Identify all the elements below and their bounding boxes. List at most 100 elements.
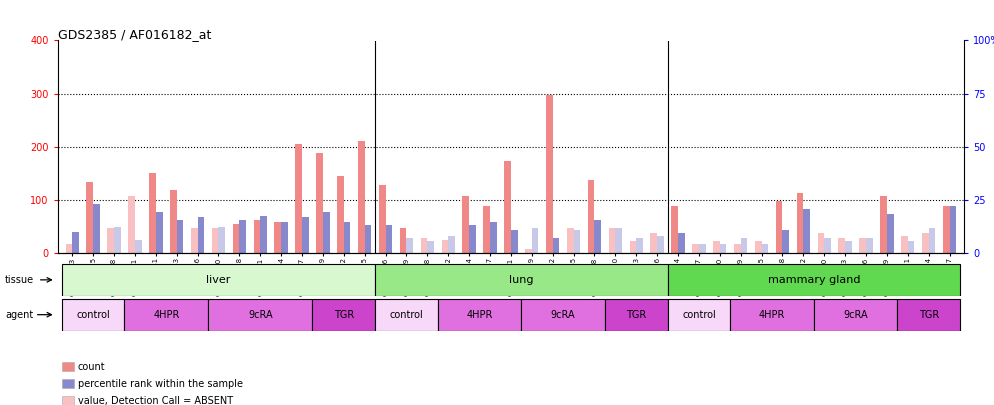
Bar: [114, 226, 120, 253]
Bar: [949, 207, 956, 253]
Bar: [902, 236, 908, 253]
Bar: [198, 217, 205, 253]
Bar: [177, 220, 184, 253]
Text: mammary gland: mammary gland: [767, 275, 860, 285]
Bar: [775, 201, 782, 253]
Bar: [170, 190, 177, 253]
Bar: [713, 241, 720, 253]
Bar: [253, 220, 260, 253]
Bar: [922, 233, 928, 253]
Bar: [866, 238, 873, 253]
Bar: [427, 241, 434, 253]
Bar: [605, 299, 668, 330]
Bar: [365, 225, 372, 253]
Bar: [295, 144, 302, 253]
Bar: [928, 228, 935, 253]
Bar: [574, 230, 580, 253]
Bar: [149, 173, 156, 253]
Bar: [504, 161, 511, 253]
Bar: [532, 228, 539, 253]
Bar: [358, 141, 365, 253]
Text: tissue: tissue: [5, 275, 34, 285]
Bar: [128, 196, 135, 253]
Bar: [817, 233, 824, 253]
Bar: [898, 299, 960, 330]
Bar: [761, 243, 768, 253]
Text: 4HPR: 4HPR: [153, 310, 180, 320]
Text: control: control: [77, 310, 110, 320]
Bar: [191, 228, 198, 253]
Bar: [490, 222, 497, 253]
Bar: [375, 299, 437, 330]
Bar: [156, 212, 162, 253]
Bar: [754, 241, 761, 253]
Text: TGR: TGR: [626, 310, 646, 320]
Bar: [692, 243, 699, 253]
Text: 9cRA: 9cRA: [551, 310, 576, 320]
Bar: [668, 299, 731, 330]
Bar: [407, 238, 414, 253]
Bar: [437, 299, 522, 330]
Bar: [208, 299, 312, 330]
Bar: [312, 299, 375, 330]
Bar: [731, 299, 814, 330]
Text: lung: lung: [509, 275, 534, 285]
Text: 4HPR: 4HPR: [466, 310, 493, 320]
Bar: [302, 217, 309, 253]
Text: percentile rank within the sample: percentile rank within the sample: [78, 379, 243, 388]
Bar: [608, 228, 615, 253]
Bar: [375, 264, 668, 296]
Bar: [448, 236, 455, 253]
Bar: [469, 225, 476, 253]
Bar: [678, 233, 685, 253]
Bar: [881, 196, 887, 253]
Bar: [240, 220, 247, 253]
Bar: [93, 204, 99, 253]
Bar: [824, 238, 831, 253]
Bar: [66, 243, 73, 253]
Text: TGR: TGR: [918, 310, 938, 320]
Bar: [699, 243, 706, 253]
Bar: [62, 264, 375, 296]
Bar: [650, 233, 657, 253]
Bar: [657, 236, 664, 253]
Bar: [814, 299, 898, 330]
Bar: [567, 228, 574, 253]
Bar: [525, 249, 532, 253]
Bar: [379, 185, 386, 253]
Bar: [943, 207, 949, 253]
Bar: [135, 241, 141, 253]
Text: count: count: [78, 362, 105, 371]
Bar: [511, 230, 518, 253]
Bar: [845, 241, 852, 253]
Bar: [629, 241, 636, 253]
Bar: [316, 153, 323, 253]
Bar: [860, 238, 866, 253]
Bar: [587, 180, 594, 253]
Bar: [483, 207, 490, 253]
Bar: [62, 299, 124, 330]
Bar: [720, 243, 727, 253]
Bar: [344, 222, 351, 253]
Bar: [107, 228, 114, 253]
Bar: [219, 226, 226, 253]
Bar: [281, 222, 288, 253]
Text: GDS2385 / AF016182_at: GDS2385 / AF016182_at: [58, 28, 211, 41]
Text: 4HPR: 4HPR: [758, 310, 785, 320]
Bar: [636, 238, 643, 253]
Bar: [73, 232, 79, 253]
Bar: [734, 243, 741, 253]
Bar: [386, 225, 393, 253]
Bar: [803, 209, 810, 253]
Text: control: control: [390, 310, 423, 320]
Bar: [274, 222, 281, 253]
Bar: [233, 224, 240, 253]
Text: 9cRA: 9cRA: [248, 310, 272, 320]
Bar: [462, 196, 469, 253]
Bar: [323, 212, 330, 253]
Bar: [671, 207, 678, 253]
Text: agent: agent: [5, 310, 33, 320]
Bar: [594, 220, 601, 253]
Bar: [615, 228, 622, 253]
Text: value, Detection Call = ABSENT: value, Detection Call = ABSENT: [78, 396, 233, 405]
